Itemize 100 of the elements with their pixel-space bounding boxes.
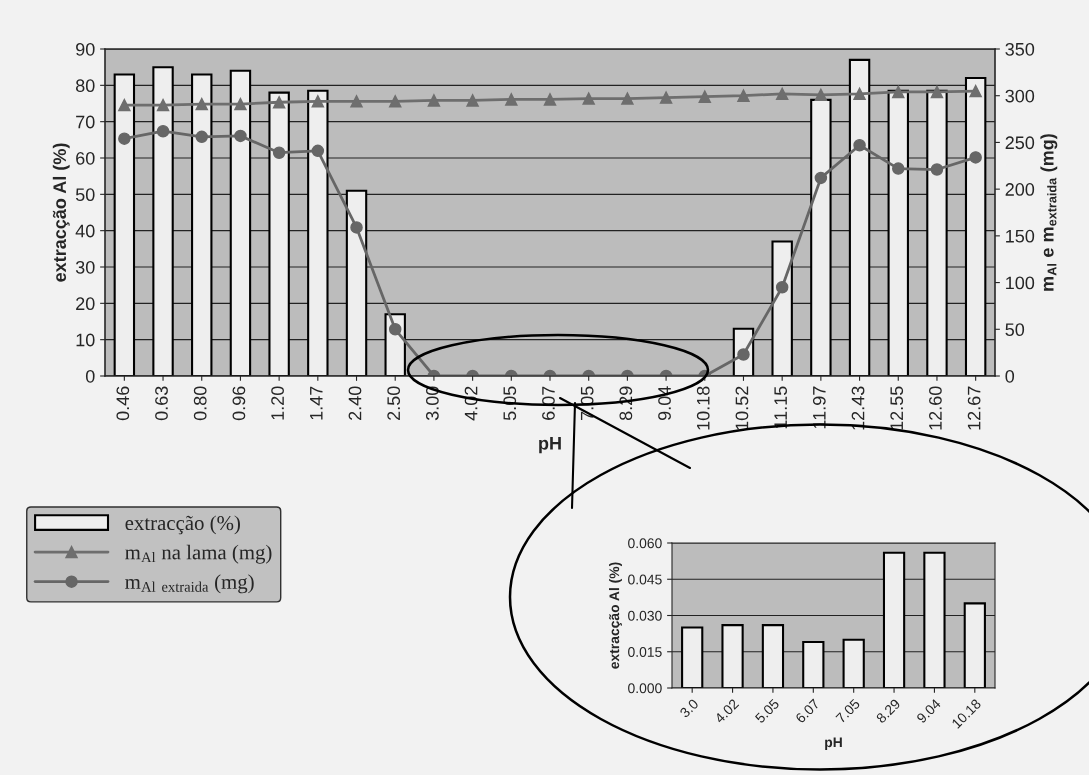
y-tick-label: 30 [75,260,95,274]
point [427,94,441,107]
bar [345,189,368,376]
y-tick-label: 20 [76,297,95,311]
x-tick-label: 2.50 [387,386,401,420]
point [195,130,208,144]
point [892,162,905,175]
point [775,280,789,294]
point [737,89,750,102]
x-tick-label: 12.55 [890,386,904,430]
x-tick-label: 9.04 [658,386,671,421]
bar [887,89,909,376]
x-tick-label: 3.0 [679,698,700,719]
point [156,124,170,138]
bar [761,624,785,688]
y2-tick-label: 150 [1006,229,1035,243]
y-tick-label: 50 [75,188,95,202]
point [311,95,325,108]
bar [268,91,290,376]
point [311,144,325,158]
y-tick-label: 0.060 [628,538,662,549]
point [505,93,518,106]
y2-tick-label: 300 [1005,89,1035,103]
x-tick-label: 7.05 [835,698,861,724]
point [853,138,866,152]
bar [152,66,174,376]
y-tick-label: 10 [76,333,95,347]
bar [802,641,825,688]
y2-tick-label: 50 [1005,323,1025,337]
point [466,94,479,107]
bar [771,240,793,376]
point [659,91,673,104]
point [272,146,286,159]
y-tick-label: 0.000 [628,683,662,694]
x-tick-label: 12.60 [929,386,942,430]
y-tick-label: 60 [76,151,95,165]
y-axis-title: extracção Al (%) [609,562,622,669]
y-tick-label: 0.015 [628,647,662,657]
x-tick-label: 1.20 [271,386,284,420]
point [814,88,828,102]
point [930,85,944,99]
point [892,85,905,99]
x-tick-label: 1.47 [310,386,323,420]
y-axis-title: extracção Al (%) [52,143,70,282]
bar [810,98,832,376]
bar [681,626,704,688]
legend-label: extracção (%) [125,515,240,535]
point [969,151,982,164]
point [582,92,595,105]
x-tick-label: 11.15 [774,386,788,429]
x-axis-title: pH [539,437,561,454]
bar [721,624,744,688]
y-tick-label: 80 [75,79,95,93]
x-tick-label: 3.00 [425,386,439,421]
y2-tick-label: 0 [1005,369,1015,383]
point [814,171,828,185]
x-tick-label: 0.46 [116,386,130,421]
point [930,163,944,176]
y2-tick-label: 100 [1006,276,1035,290]
y2-tick-label: 200 [1005,183,1035,196]
x-tick-label: 0.96 [232,386,246,421]
point [543,93,557,106]
x-tick-label: 2.40 [348,386,362,420]
x-tick-label: 4.02 [713,698,740,724]
x-tick-label: 10.18 [696,386,710,430]
x-axis-title: pH [825,737,842,750]
y2-tick-label: 250 [1005,136,1035,150]
y-tick-label: 40 [75,224,95,238]
y-tick-label: 70 [76,115,95,129]
point [118,98,131,112]
y-tick-label: 90 [76,42,95,56]
legend-label: m$_{Al}$ na lama (mg) [125,544,272,564]
bar [229,69,252,376]
x-tick-label: 0.63 [155,386,168,421]
bar [191,73,213,376]
point [775,87,789,101]
point [156,98,170,112]
point [350,95,363,108]
point [118,132,131,145]
bar [882,551,906,688]
x-tick-label: 0.80 [193,386,207,421]
point [698,90,712,103]
bar [963,602,986,688]
point [234,129,247,143]
point [234,97,247,111]
bar [842,638,865,688]
point [272,96,286,109]
bar [848,58,871,376]
bar [923,551,946,688]
y-tick-label: 0 [85,369,95,383]
y2-axis-title: m$_{Al}$ e m$_{extraida}$ (mg) [1040,134,1058,291]
bar [926,89,948,376]
y2-tick-label: 350 [1005,42,1035,56]
bar [307,89,329,376]
y-tick-label: 0.045 [628,574,662,585]
x-tick-label: 10.52 [735,386,749,430]
point [388,95,402,108]
bar [113,73,136,376]
x-tick-label: 12.67 [967,386,981,430]
point [621,92,634,105]
